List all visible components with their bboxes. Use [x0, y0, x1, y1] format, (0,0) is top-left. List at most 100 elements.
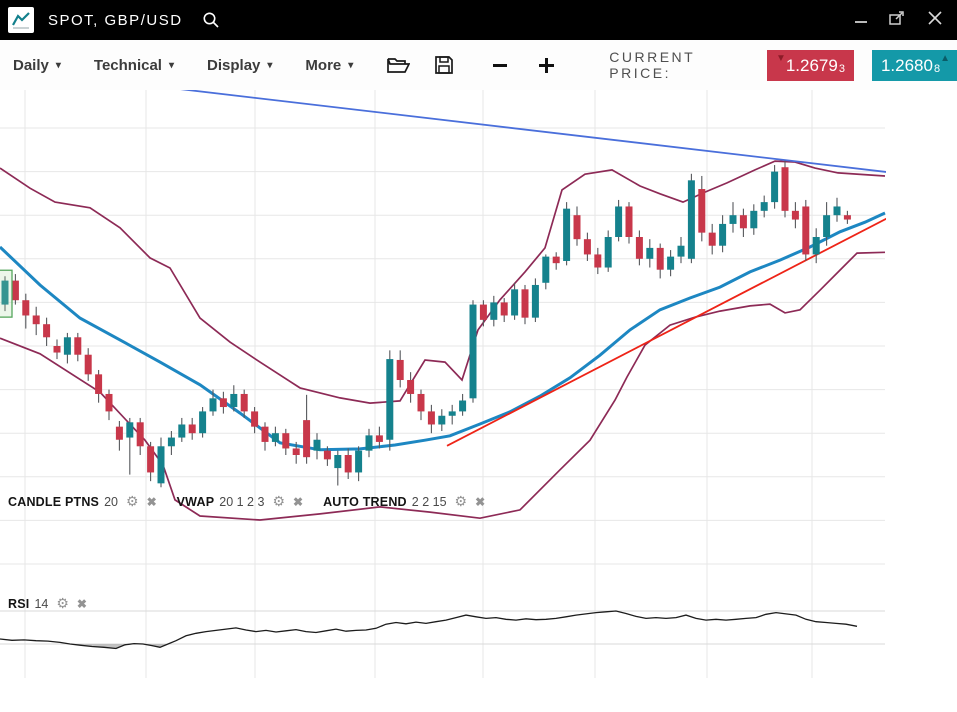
- title-bar: SPOT, GBP/USD: [0, 0, 957, 40]
- trendline-support[interactable]: [446, 217, 888, 447]
- bid-value: 1.2679: [785, 55, 838, 75]
- candle-body: [542, 256, 550, 283]
- candle-body: [105, 393, 113, 412]
- indicator-remove-icon[interactable]: ✖: [146, 494, 157, 509]
- menu-daily[interactable]: Daily ▾: [13, 56, 61, 74]
- indicator-settings-icon[interactable]: ⚙: [56, 595, 69, 611]
- candle-body: [303, 420, 311, 458]
- indicator-name: RSI: [8, 596, 30, 611]
- candle-body: [271, 433, 279, 442]
- vwap-line: [0, 211, 886, 452]
- candle-body: [511, 289, 519, 316]
- lower-band-line: [0, 251, 886, 521]
- candle-body: [167, 437, 175, 447]
- indicator-params: 2 2 15: [411, 494, 447, 509]
- candle-body: [355, 450, 363, 473]
- candle-body: [292, 448, 300, 455]
- menu-display[interactable]: Display ▾: [207, 56, 273, 74]
- candle-body: [594, 254, 602, 268]
- candle-body: [531, 284, 539, 318]
- candle-body: [11, 280, 19, 301]
- bid-pip-digit: 3: [838, 62, 845, 75]
- ask-value: 1.2680: [880, 55, 933, 75]
- toolbar: Daily ▾ Technical ▾ Display ▾ More ▾ CURRENT…: [0, 40, 957, 90]
- save-icon: [435, 56, 454, 74]
- indicator-settings-icon[interactable]: ⚙: [126, 493, 139, 509]
- menu-more[interactable]: More ▾: [305, 56, 354, 74]
- minus-icon: [493, 64, 508, 67]
- candle-body: [729, 215, 737, 224]
- popout-button[interactable]: [889, 10, 906, 31]
- minimize-button[interactable]: [854, 11, 868, 30]
- candle-body: [74, 337, 82, 355]
- indicator-params: 20: [104, 494, 118, 509]
- candle-body: [230, 393, 238, 408]
- line-chart-icon: [12, 12, 30, 29]
- ask-pip-digit: 8: [933, 62, 941, 75]
- bid-price-badge: ▼ 1.2679 3: [766, 49, 854, 81]
- indicator-remove-icon[interactable]: ✖: [76, 596, 87, 611]
- candle-body: [365, 435, 373, 451]
- candle-body: [667, 256, 675, 270]
- candlestick-chart[interactable]: [0, 90, 957, 712]
- candle-body: [63, 337, 71, 355]
- indicator-params: 20 1 2 3: [219, 494, 265, 509]
- candle-body: [407, 380, 415, 394]
- zoom-in-button[interactable]: [538, 57, 555, 74]
- indicator-params: 14: [34, 596, 49, 611]
- candle-body: [479, 304, 487, 320]
- candle-body: [178, 424, 186, 438]
- arrow-up-icon: ▲: [940, 52, 950, 64]
- open-layout-button[interactable]: [386, 55, 411, 75]
- search-icon[interactable]: [201, 10, 221, 30]
- candle-body: [459, 400, 467, 412]
- indicator-name: AUTO TREND: [323, 494, 407, 509]
- trendline-resistance[interactable]: [170, 90, 887, 173]
- candle-body: [469, 304, 477, 399]
- indicator-settings-icon[interactable]: ⚙: [272, 493, 285, 509]
- close-button[interactable]: [927, 10, 943, 31]
- indicator-name: VWAP: [176, 494, 215, 509]
- candle-body: [802, 206, 810, 255]
- candle-body: [22, 300, 30, 316]
- candle-body: [646, 247, 654, 259]
- arrow-down-icon: ▼: [775, 52, 786, 64]
- candle-body: [323, 450, 331, 460]
- candle-body: [500, 302, 508, 316]
- candle-body: [698, 189, 706, 233]
- candle-body: [136, 422, 144, 447]
- candle-body: [417, 393, 425, 412]
- menu-technical[interactable]: Technical ▾: [93, 56, 175, 74]
- candle-body: [344, 455, 352, 473]
- window-title: SPOT, GBP/USD: [48, 11, 183, 29]
- candle-body: [833, 206, 841, 216]
- indicator-settings-icon[interactable]: ⚙: [454, 493, 468, 509]
- save-button[interactable]: [434, 55, 454, 75]
- indicator-remove-icon[interactable]: ✖: [475, 494, 486, 509]
- candle-body: [209, 398, 217, 412]
- candle-body: [199, 411, 207, 434]
- candle-body: [573, 215, 581, 240]
- candle-body: [375, 435, 383, 442]
- candle-body: [115, 426, 123, 440]
- candle-body: [43, 324, 51, 338]
- candle-body: [719, 223, 727, 246]
- candle-body: [771, 171, 779, 203]
- candle-body: [708, 232, 716, 246]
- candle-body: [1, 280, 9, 305]
- candle-body: [95, 374, 103, 394]
- candle-body: [147, 446, 155, 473]
- candle-body: [563, 208, 571, 261]
- candle-body: [490, 302, 498, 320]
- chevron-down-icon: ▾: [168, 59, 175, 71]
- candle-body: [240, 393, 248, 412]
- candle-body: [843, 215, 851, 220]
- zoom-out-button[interactable]: [492, 57, 508, 73]
- indicator-remove-icon[interactable]: ✖: [293, 494, 304, 509]
- indicator-legend-row: CANDLE PTNS 20 ⚙ ✖ VWAP 20 1 2 3 ⚙ ✖ AUTO TREND 2…: [8, 493, 505, 510]
- indicator-label: CANDLE PTNS 20 ⚙ ✖: [8, 493, 157, 510]
- candle-body: [84, 354, 92, 375]
- candle-body: [583, 239, 591, 255]
- candle-body: [261, 426, 269, 442]
